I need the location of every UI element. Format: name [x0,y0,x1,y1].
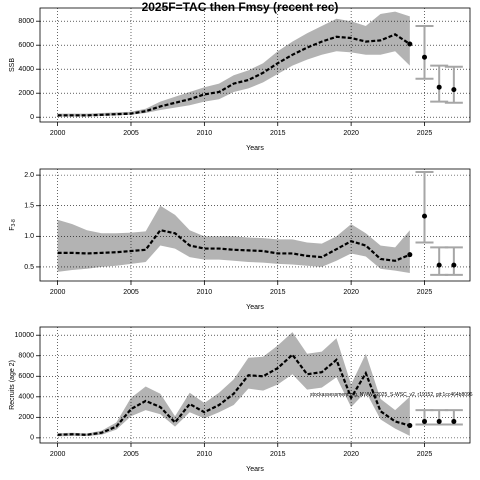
panel: 2000 2005 2010 2015 2020 2025 0 2000 4000 6000 800… [9,326,473,473]
x-tick-label: 2005 [123,289,139,296]
y-tick-label: 1.5 [24,203,34,210]
forecast-point [451,262,457,268]
forecast-point [436,418,442,424]
plot-frame [39,168,471,282]
x-tick-label: 2010 [197,451,213,458]
x-tick-label: 2005 [123,451,139,458]
plot-frame [39,7,471,123]
y-tick-label: 10000 [15,332,35,339]
forecast-point [422,418,428,424]
plot-frame [39,326,471,444]
estimate-line [57,228,411,262]
y-axis-label: Recruits (age 2) [9,360,16,410]
y-tick-label: 4000 [18,66,34,73]
y-tick-label: 2000 [18,90,34,97]
y-tick-label: 0 [30,114,34,121]
forecast-point [451,418,457,424]
estimate-line [57,33,411,117]
y-axis-label-sub: 3-8 [11,219,17,226]
y-tick-label: 8000 [18,353,34,360]
x-tick-label: 2025 [417,451,433,458]
forecast-point [436,84,442,90]
confidence-band [57,332,410,437]
confidence-band [57,11,410,117]
last-estimate-point [407,252,413,258]
x-axis-label: Years [246,145,264,152]
x-axis-label: Years [246,466,264,473]
x-tick-label: 2015 [270,451,286,458]
x-tick-label: 2020 [343,289,359,296]
x-tick-label: 2010 [197,289,213,296]
y-tick-label: 0 [30,435,34,442]
y-tick-label: 4000 [18,394,34,401]
panel: 2000 2005 2010 2015 2020 2025 0 2000 4000 6000 800… [9,0,471,152]
x-tick-label: 2025 [417,130,433,137]
x-tick-label: 2020 [343,451,359,458]
x-tick-label: 2015 [270,130,286,137]
y-axis-label: F3-8 [9,219,17,231]
x-tick-label: 2020 [343,130,359,137]
y-tick-label: 6000 [18,373,34,380]
y-tick-label: 1.0 [24,233,34,240]
estimate-line [57,353,411,436]
y-tick-label: 6000 [18,42,34,49]
chart-title: 2025F=TAC then Fmsy (recent rec) [142,0,339,14]
x-tick-label: 2015 [270,289,286,296]
forecast-point [422,54,428,60]
x-axis-label: Years [246,304,264,311]
panel: 2000 2005 2010 2015 2020 2025 0.5 1.0 1.5 2.0 Year… [9,168,471,311]
x-tick-label: 2000 [50,289,66,296]
forecast-point [451,87,457,93]
y-tick-label: 0.5 [24,264,34,271]
x-tick-label: 2000 [50,130,66,137]
y-axis-label-main: F [9,226,16,230]
forecast-point [436,262,442,268]
x-tick-label: 2010 [197,130,213,137]
last-estimate-point [407,41,413,47]
y-axis-label: SSB [9,58,16,72]
y-tick-label: 2.0 [24,172,34,179]
x-tick-label: 2000 [50,451,66,458]
x-tick-label: 2005 [123,130,139,137]
y-tick-label: 8000 [18,18,34,25]
y-tick-label: 2000 [18,414,34,421]
forecast-point [422,213,428,219]
confidence-band [57,205,410,274]
x-tick-label: 2025 [417,289,433,296]
annotation: stockassessment.org, NWWS2025_S-WSC_v2, … [310,392,473,398]
last-estimate-point [407,423,413,429]
